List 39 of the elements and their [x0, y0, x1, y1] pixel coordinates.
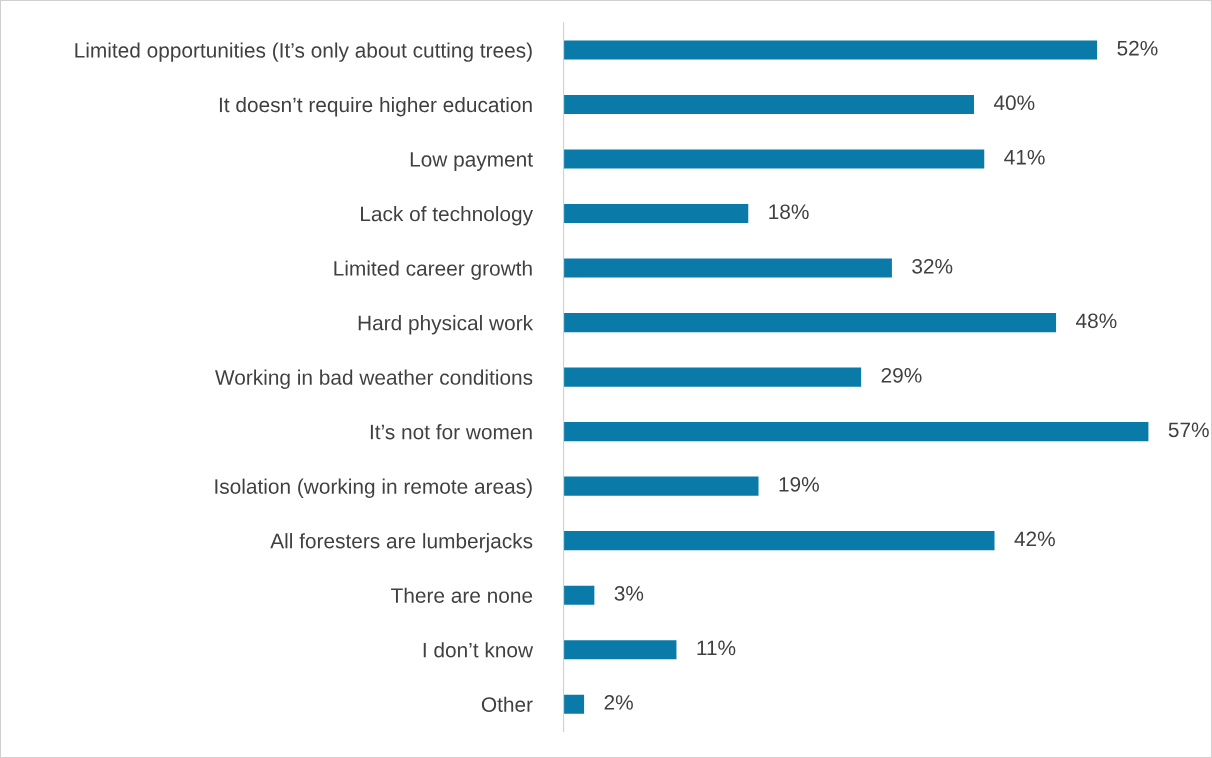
data-label: 48% — [1076, 313, 1117, 329]
bar — [563, 585, 595, 605]
data-label: 57% — [1168, 422, 1209, 438]
y-tick-label: There are none — [391, 587, 533, 603]
data-label: 40% — [993, 95, 1035, 111]
data-label: 19% — [779, 476, 819, 492]
data-label: 52% — [1117, 40, 1158, 56]
data-label: 41% — [1004, 149, 1045, 165]
bar — [563, 531, 995, 551]
y-tick-label: Low payment — [410, 152, 533, 171]
y-tick-label: Hard physical work — [358, 315, 534, 335]
bar — [563, 40, 1098, 60]
bar — [563, 149, 985, 169]
data-label: 11% — [697, 640, 736, 656]
y-tick-label: Limited career growth — [334, 260, 532, 280]
bar — [563, 640, 677, 660]
bar — [563, 94, 974, 115]
data-label: 29% — [881, 367, 922, 383]
bar — [563, 694, 585, 714]
y-tick-label: Other — [481, 696, 533, 712]
y-tick-label: Limited opportunities (It’s only about cutting trees) — [75, 42, 532, 62]
bar — [563, 258, 892, 278]
y-tick-label: I don’t know — [423, 642, 534, 658]
data-label: 32% — [912, 258, 953, 274]
data-label: 18% — [769, 204, 809, 220]
data-label: 3% — [614, 586, 644, 601]
y-tick-label: Working in bad weather conditions — [215, 369, 533, 389]
bar — [563, 204, 749, 224]
y-tick-label: It doesn’t require higher education — [219, 96, 532, 117]
data-label: 42% — [1014, 531, 1055, 547]
bar — [563, 476, 759, 496]
bar — [563, 313, 1057, 333]
y-tick-label: Isolation (working in remote areas) — [215, 478, 532, 499]
y-tick-label: It’s not for women — [370, 424, 532, 440]
bar — [563, 367, 862, 387]
y-tick-label: All foresters are lumberjacks — [270, 533, 533, 553]
data-label: 2% — [604, 695, 633, 710]
bar — [563, 422, 1149, 442]
y-tick-label: Lack of technology — [361, 206, 533, 226]
